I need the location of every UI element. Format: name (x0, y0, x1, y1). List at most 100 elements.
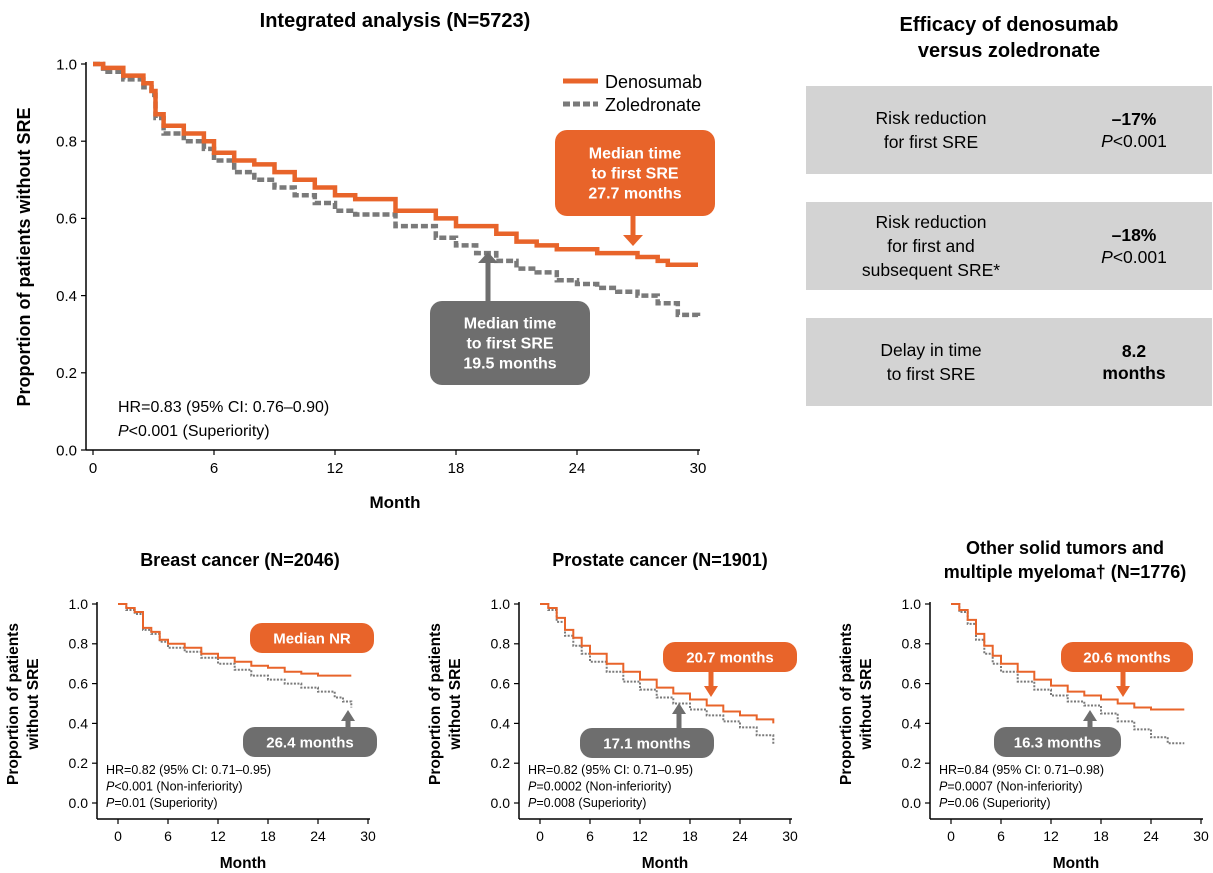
breast-x-tick-label: 18 (260, 828, 276, 844)
other-y-tick-label: 0.4 (902, 715, 922, 731)
other-title: Other solid tumors and multiple myeloma†… (920, 536, 1210, 584)
other-y-tick-label: 1.0 (902, 596, 922, 612)
main-x-tick-label: 6 (210, 460, 218, 477)
efficacy-row-value: 8.2 months (1056, 318, 1212, 406)
other-callout-zoledronate-text: 16.3 months (1014, 734, 1102, 751)
breast-callout-denosumab (250, 623, 374, 653)
other-x-tick-label: 24 (1143, 828, 1159, 844)
efficacy-title-line2: versus zoledronate (917, 40, 1101, 62)
other-zoledronate-line (951, 603, 1185, 745)
breast-x-tick-label: 0 (114, 828, 122, 844)
breast-callout-denosumab-text: Median NR (273, 630, 351, 647)
other-callout-denosumab (1061, 642, 1193, 672)
callout-zoledronate-median-text: to first SRE (466, 336, 553, 353)
p-italic: P (1101, 247, 1113, 267)
breast-y-label-line1: Proportion of patients (5, 623, 22, 785)
breast-x-tick-label: 24 (310, 828, 326, 844)
main-chart-title: Integrated analysis (N=5723) (259, 10, 531, 32)
prostate-x-label: Month (642, 855, 688, 872)
efficacy-label-line: Delay in time (880, 340, 982, 360)
other-y-tick-label: 0.8 (902, 636, 922, 652)
main-x-label: Month (370, 493, 421, 512)
breast-arrow-zoledronate-head (341, 710, 355, 721)
efficacy-value: 8.2 (1121, 341, 1147, 361)
breast-zoledronate-line (118, 603, 353, 708)
breast-y-tick-label: 1.0 (69, 596, 89, 612)
breast-stats-line: HR=0.82 (95% CI: 0.71–0.95) (106, 763, 271, 777)
breast-stats-line: P=0.01 (Superiority) (106, 796, 218, 810)
main-x-tick-label: 30 (690, 460, 707, 477)
main-x-tick-label: 12 (327, 460, 344, 477)
efficacy-label-line: to first SRE (886, 364, 976, 384)
other-y-label-line1: Proportion of patients (838, 623, 855, 785)
main-y-tick-label: 0.6 (56, 211, 77, 228)
prostate-y-tick-label: 0.8 (491, 636, 511, 652)
main-x-tick-label: 24 (569, 460, 586, 477)
efficacy-label-line: subsequent SRE* (861, 260, 1001, 280)
efficacy-value: –18% (1111, 225, 1157, 245)
other-callout-zoledronate (994, 727, 1121, 757)
main-y-tick-label: 0.8 (56, 133, 77, 150)
prostate-x-tick-label: 6 (586, 828, 594, 844)
breast-denosumab-line (118, 603, 352, 677)
prostate-callout-denosumab-text: 20.7 months (686, 649, 774, 666)
breast-callout-zoledronate-text: 26.4 months (266, 734, 354, 751)
callout-denosumab-median (555, 130, 715, 216)
prostate-x-tick-label: 30 (782, 828, 798, 844)
callout-zoledronate-median-text: 19.5 months (463, 356, 556, 373)
other-y-tick-label: 0.6 (902, 676, 922, 692)
main-hr-text: HR=0.83 (95% CI: 0.76–0.90) (118, 399, 329, 416)
prostate-denosumab-line (540, 603, 775, 724)
main-y-label: Proportion of patients without SRE (14, 108, 34, 407)
other-x-tick-label: 12 (1043, 828, 1059, 844)
breast-y-tick-label: 0.6 (69, 676, 89, 692)
prostate-y-tick-label: 0.2 (491, 755, 511, 771)
efficacy-p-value: P<0.001 (1101, 130, 1167, 152)
prostate-callout-zoledronate (580, 728, 714, 758)
callout-denosumab-arrow-head (623, 235, 643, 246)
breast-y-tick-label: 0.2 (69, 755, 89, 771)
other-title-line2: multiple myeloma† (N=1776) (943, 562, 1187, 582)
prostate-stats-line: P=0.008 (Superiority) (528, 796, 646, 810)
other-denosumab-line (951, 603, 1185, 711)
efficacy-row-label: Risk reduction for first SRE (806, 86, 1056, 174)
legend-zoledronate-label: Zoledronate (605, 95, 701, 115)
main-y-tick-label: 0.0 (56, 442, 77, 459)
other-arrow-denosumab-head (1116, 686, 1130, 697)
prostate-arrow-denosumab-head (704, 686, 718, 697)
breast-callout-zoledronate (243, 727, 377, 757)
callout-denosumab-median-text: to first SRE (591, 166, 678, 183)
prostate-callout-denosumab (663, 642, 797, 672)
breast-stats-line: P<0.001 (Non-inferiority) (106, 780, 243, 794)
efficacy-row-first-sre: Risk reduction for first SRE –17% P<0.00… (806, 86, 1212, 174)
main-y-tick-label: 0.4 (56, 288, 77, 305)
other-title-line1: Other solid tumors and (965, 538, 1165, 558)
other-callout-denosumab-text: 20.6 months (1083, 649, 1171, 666)
prostate-y-label-line1: Proportion of patients (427, 623, 444, 785)
other-x-tick-label: 30 (1193, 828, 1209, 844)
other-arrow-zoledronate-head (1083, 710, 1097, 721)
other-x-tick-label: 0 (947, 828, 955, 844)
efficacy-p-value: P<0.001 (1101, 246, 1167, 268)
breast-x-tick-label: 30 (360, 828, 376, 844)
other-stats-line: HR=0.84 (95% CI: 0.71–0.98) (939, 763, 1104, 777)
other-stats-line: P=0.0007 (Non-inferiority) (939, 780, 1082, 794)
prostate-x-tick-label: 18 (682, 828, 698, 844)
p-rest: <0.001 (1112, 131, 1167, 151)
other-x-label: Month (1053, 855, 1099, 872)
efficacy-title: Efficacy of denosumab versus zoledronate (806, 12, 1212, 64)
prostate-y-tick-label: 1.0 (491, 596, 511, 612)
efficacy-row-label: Risk reduction for first and subsequent … (806, 202, 1056, 290)
other-stats-line: P=0.06 (Superiority) (939, 796, 1051, 810)
prostate-y-tick-label: 0.4 (491, 715, 511, 731)
efficacy-label-line: for first SRE (883, 132, 979, 152)
prostate-x-tick-label: 12 (632, 828, 648, 844)
prostate-x-tick-label: 24 (732, 828, 748, 844)
prostate-x-tick-label: 0 (536, 828, 544, 844)
breast-y-tick-label: 0.4 (69, 715, 89, 731)
main-x-tick-label: 18 (448, 460, 465, 477)
prostate-y-label-line2: without SRE (447, 658, 464, 750)
other-y-tick-label: 0.2 (902, 755, 922, 771)
main-x-tick-label: 0 (89, 460, 97, 477)
